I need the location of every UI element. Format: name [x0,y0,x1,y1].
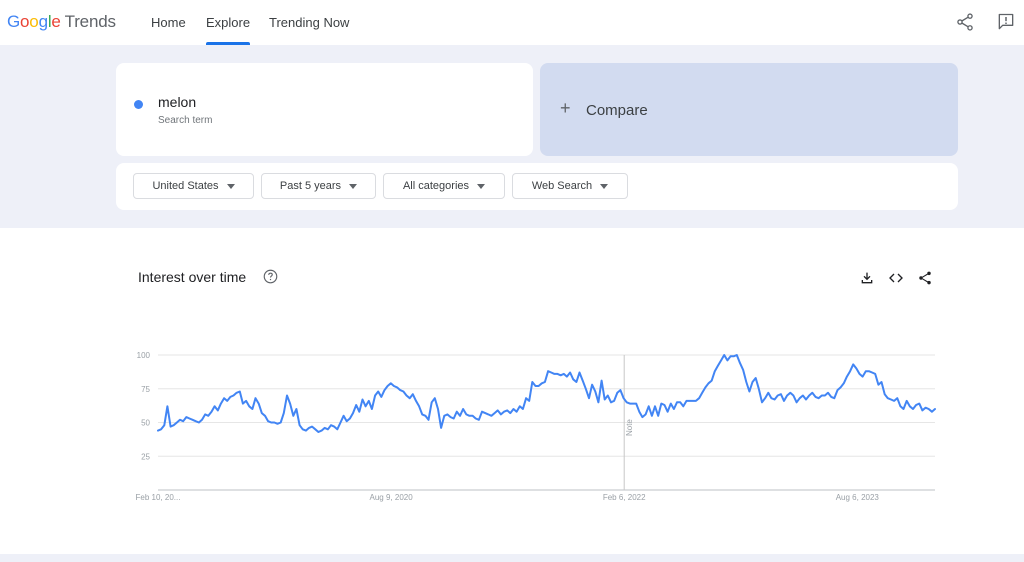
y-tick-label: 25 [141,452,150,461]
x-tick-label: Aug 9, 2020 [370,493,414,502]
google-trends-logo[interactable]: Google Trends [7,12,116,31]
caret-down-icon [477,183,486,189]
property-filter-label: Web Search [531,180,593,192]
property-filter[interactable]: Web Search [512,173,628,199]
y-tick-label: 100 [137,351,151,360]
share-icon[interactable] [955,12,975,32]
series-color-dot [134,100,143,109]
nav-explore-label: Explore [206,15,251,30]
x-tick-label: Feb 6, 2022 [603,493,646,502]
compare-label: Compare [586,102,648,119]
y-tick-label: 50 [141,419,150,428]
period-filter-label: Past 5 years [279,180,342,192]
nav-home[interactable]: Home [151,15,186,30]
x-tick-label: Feb 10, 20... [136,493,181,502]
caret-down-icon [600,183,609,189]
period-filter[interactable]: Past 5 years [261,173,376,199]
series-line-melon [157,354,936,433]
region-filter-label: United States [152,180,219,192]
nav-explore[interactable]: Explore [206,0,251,45]
active-tab-indicator [206,42,251,45]
search-term[interactable]: melon [158,94,197,110]
chart-title: Interest over time [138,269,247,285]
search-term-card[interactable]: melon Search term [116,63,533,156]
embed-icon[interactable] [888,270,904,286]
x-tick-label: Aug 6, 2023 [836,493,880,502]
caret-down-icon [226,183,235,189]
search-term-caption: Search term [158,115,213,126]
interest-over-time-card: Interest over time 100 75 50 25 Feb 10, 20..… [116,246,958,554]
page-bottom [0,554,1024,562]
filter-bar: United States Past 5 years All categorie… [116,163,958,210]
interest-over-time-chart[interactable]: 100 75 50 25 Feb 10, 20... Aug 9, 2020 Feb 6, … [116,336,958,506]
nav-trending-now[interactable]: Trending Now [269,15,350,30]
download-icon[interactable] [859,270,875,286]
caret-down-icon [349,183,358,189]
plus-icon: + [560,98,571,118]
top-bar: Google Trends Home Explore Trending Now [0,0,1024,45]
help-icon[interactable] [263,269,278,284]
feedback-icon[interactable] [996,12,1016,32]
compare-button[interactable]: + Compare [540,63,958,156]
category-filter-label: All categories [402,180,470,192]
share-icon[interactable] [917,270,933,286]
category-filter[interactable]: All categories [383,173,505,199]
region-filter[interactable]: United States [133,173,254,199]
y-tick-label: 75 [141,385,150,394]
note-label: Note [625,419,634,436]
